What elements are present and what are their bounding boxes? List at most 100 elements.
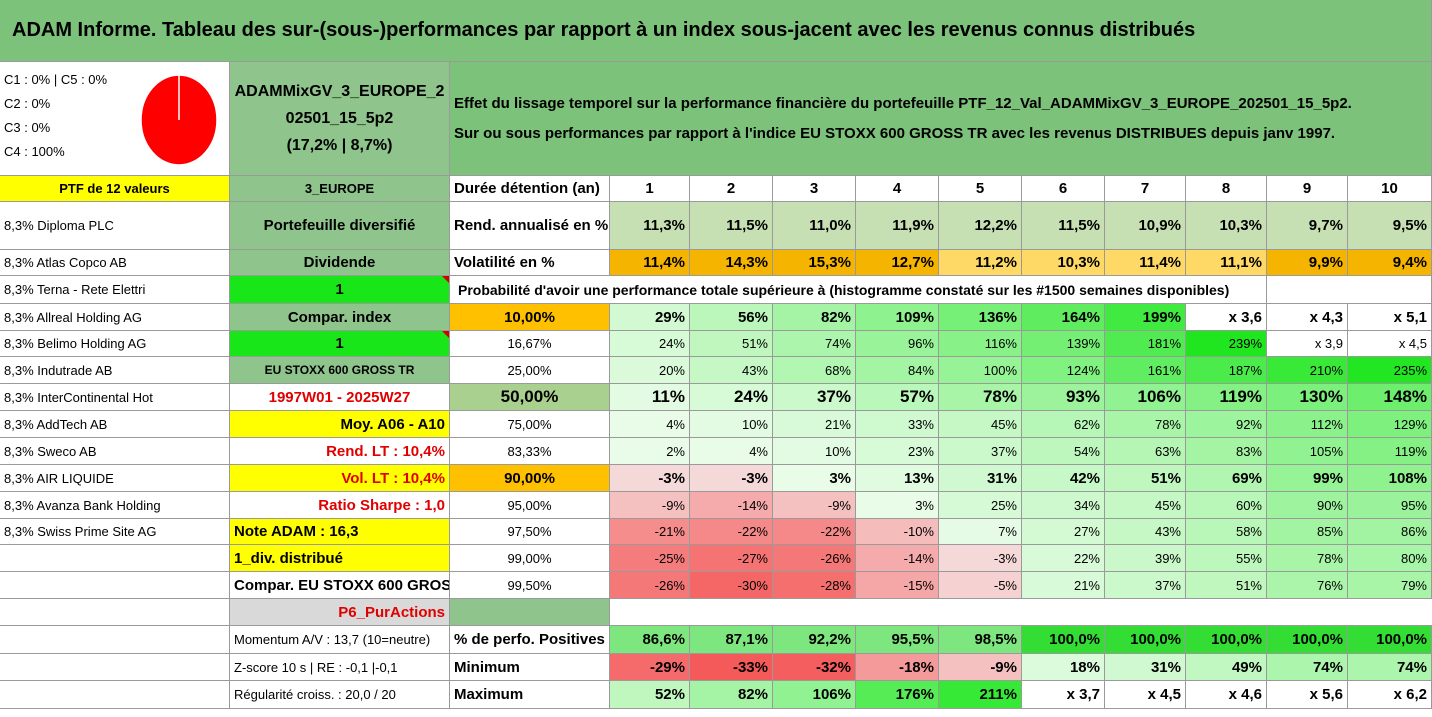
return-value[interactable]: 11,5%: [690, 202, 773, 250]
probability-value[interactable]: -9%: [773, 492, 856, 519]
year-header[interactable]: 10: [1348, 176, 1432, 202]
probability-level[interactable]: 16,67%: [450, 331, 610, 357]
probability-value[interactable]: 2%: [610, 438, 690, 465]
probability-value[interactable]: 139%: [1022, 331, 1105, 357]
max-value[interactable]: x 4,6: [1186, 681, 1267, 709]
regularity-label[interactable]: Régularité croiss. : 20,0 / 20: [230, 681, 450, 709]
probability-title[interactable]: Probabilité d'avoir une performance tota…: [450, 276, 1267, 304]
volatility-value[interactable]: 14,3%: [690, 250, 773, 276]
probability-value[interactable]: -14%: [856, 545, 939, 572]
probability-value[interactable]: 43%: [1105, 519, 1186, 545]
probability-value[interactable]: -3%: [610, 465, 690, 492]
year-header[interactable]: 1: [610, 176, 690, 202]
probability-level[interactable]: 90,00%: [450, 465, 610, 492]
probability-value[interactable]: 210%: [1267, 357, 1348, 384]
probability-value[interactable]: 27%: [1022, 519, 1105, 545]
probability-value[interactable]: 119%: [1348, 438, 1432, 465]
min-value[interactable]: -33%: [690, 654, 773, 681]
pos-value[interactable]: 95,5%: [856, 626, 939, 654]
pos-value[interactable]: 100,0%: [1267, 626, 1348, 654]
probability-value[interactable]: 69%: [1186, 465, 1267, 492]
probability-value[interactable]: -22%: [690, 519, 773, 545]
portfolio-name[interactable]: ADAMMixGV_3_EUROPE_2 02501_15_5p2 (17,2% |…: [230, 62, 450, 176]
volatility-value[interactable]: 9,4%: [1348, 250, 1432, 276]
probability-value[interactable]: 24%: [690, 384, 773, 411]
momentum-label[interactable]: Momentum A/V : 13,7 (10=neutre): [230, 626, 450, 654]
probability-value[interactable]: -30%: [690, 572, 773, 599]
probability-value[interactable]: 74%: [773, 331, 856, 357]
probability-value[interactable]: 108%: [1348, 465, 1432, 492]
probability-value[interactable]: 199%: [1105, 304, 1186, 331]
long-term-return[interactable]: Rend. LT : 10,4%: [230, 438, 450, 465]
probability-value[interactable]: 57%: [856, 384, 939, 411]
probability-value[interactable]: 82%: [773, 304, 856, 331]
holding-item[interactable]: 8,3% Indutrade AB: [0, 357, 230, 384]
probability-value[interactable]: -28%: [773, 572, 856, 599]
probability-value[interactable]: 33%: [856, 411, 939, 438]
probability-value[interactable]: 10%: [690, 411, 773, 438]
min-value[interactable]: 49%: [1186, 654, 1267, 681]
probability-value[interactable]: 86%: [1348, 519, 1432, 545]
probability-value[interactable]: 63%: [1105, 438, 1186, 465]
probability-value[interactable]: 20%: [610, 357, 690, 384]
dividend-value[interactable]: 1: [230, 276, 450, 304]
probability-value[interactable]: 51%: [1186, 572, 1267, 599]
probability-level[interactable]: 95,00%: [450, 492, 610, 519]
max-value[interactable]: x 6,2: [1348, 681, 1432, 709]
holding-item[interactable]: 8,3% Atlas Copco AB: [0, 250, 230, 276]
probability-value[interactable]: 13%: [856, 465, 939, 492]
probability-value[interactable]: -26%: [610, 572, 690, 599]
duration-label[interactable]: Durée détention (an): [450, 176, 610, 202]
holding-item[interactable]: 8,3% Swiss Prime Site AG: [0, 519, 230, 545]
pos-label[interactable]: % de perfo. Positives: [450, 626, 610, 654]
year-header[interactable]: 5: [939, 176, 1022, 202]
probability-value[interactable]: 83%: [1186, 438, 1267, 465]
probability-value[interactable]: -21%: [610, 519, 690, 545]
probability-value[interactable]: 80%: [1348, 545, 1432, 572]
max-value[interactable]: x 5,6: [1267, 681, 1348, 709]
compar-label[interactable]: Compar. index: [230, 304, 450, 331]
empty-cell[interactable]: [1267, 276, 1432, 304]
holding-item[interactable]: 8,3% AddTech AB: [0, 411, 230, 438]
portfolio-type[interactable]: Portefeuille diversifié: [230, 202, 450, 250]
min-value[interactable]: 74%: [1348, 654, 1432, 681]
probability-value[interactable]: 37%: [773, 384, 856, 411]
probability-value[interactable]: 85%: [1267, 519, 1348, 545]
volatility-value[interactable]: 15,3%: [773, 250, 856, 276]
min-value[interactable]: -29%: [610, 654, 690, 681]
probability-value[interactable]: 11%: [610, 384, 690, 411]
probability-value[interactable]: -10%: [856, 519, 939, 545]
adam-note[interactable]: Note ADAM : 16,3: [230, 519, 450, 545]
min-value[interactable]: 74%: [1267, 654, 1348, 681]
probability-value[interactable]: 239%: [1186, 331, 1267, 357]
long-term-volatility[interactable]: Vol. LT : 10,4%: [230, 465, 450, 492]
probability-value[interactable]: 99%: [1267, 465, 1348, 492]
probability-value[interactable]: 45%: [1105, 492, 1186, 519]
purpose-label[interactable]: P6_PurActions: [230, 599, 450, 626]
probability-value[interactable]: 96%: [856, 331, 939, 357]
probability-value[interactable]: -22%: [773, 519, 856, 545]
empty-cell[interactable]: [0, 626, 230, 654]
empty-cell[interactable]: [0, 545, 230, 572]
probability-value[interactable]: 161%: [1105, 357, 1186, 384]
probability-value[interactable]: 100%: [939, 357, 1022, 384]
probability-value[interactable]: -3%: [690, 465, 773, 492]
probability-value[interactable]: 235%: [1348, 357, 1432, 384]
probability-value[interactable]: 51%: [690, 331, 773, 357]
max-value[interactable]: x 4,5: [1105, 681, 1186, 709]
max-value[interactable]: x 3,7: [1022, 681, 1105, 709]
return-value[interactable]: 10,3%: [1186, 202, 1267, 250]
return-value[interactable]: 11,0%: [773, 202, 856, 250]
probability-value[interactable]: 78%: [1105, 411, 1186, 438]
probability-value[interactable]: 164%: [1022, 304, 1105, 331]
max-value[interactable]: 176%: [856, 681, 939, 709]
description[interactable]: Effet du lissage temporel sur la perform…: [450, 62, 1432, 176]
holding-item[interactable]: 8,3% Allreal Holding AG: [0, 304, 230, 331]
probability-level[interactable]: 25,00%: [450, 357, 610, 384]
holding-item[interactable]: 8,3% Belimo Holding AG: [0, 331, 230, 357]
probability-value[interactable]: 54%: [1022, 438, 1105, 465]
classes-block[interactable]: C1 : 0% | C5 : 0% C2 : 0% C3 : 0% C4 : 100%: [0, 62, 230, 176]
probability-value[interactable]: x 3,6: [1186, 304, 1267, 331]
probability-value[interactable]: 55%: [1186, 545, 1267, 572]
probability-level[interactable]: 50,00%: [450, 384, 610, 411]
